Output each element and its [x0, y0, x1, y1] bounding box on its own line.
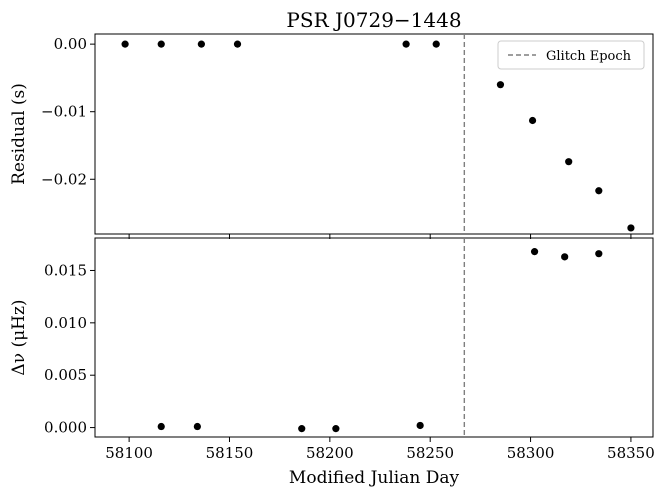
data-point: [565, 158, 573, 166]
data-point: [595, 187, 603, 195]
x-tick-label: 58150: [206, 444, 254, 462]
y-tick-label: 0.005: [44, 366, 87, 384]
y-axis-label: Residual (s): [9, 83, 29, 185]
y-axis-label: Δν (μHz): [9, 299, 29, 375]
data-point: [197, 40, 205, 48]
y-tick-label: 0.000: [44, 419, 87, 437]
data-point: [627, 224, 635, 232]
plot-area-2: [94, 237, 654, 438]
data-point: [332, 425, 340, 433]
y-tick-label: 0.00: [54, 35, 87, 53]
data-point: [157, 40, 165, 48]
data-point: [233, 40, 242, 48]
chart-title: PSR J0729−1448: [286, 8, 461, 32]
y-tick-label: 0.010: [44, 314, 87, 332]
data-point: [193, 422, 201, 431]
data-point: [595, 250, 603, 258]
y-tick-label: 0.015: [44, 261, 87, 279]
x-axis-label: Modified Julian Day: [289, 468, 460, 487]
y-tick-label: −0.01: [41, 103, 87, 121]
x-tick-label: 58250: [406, 444, 454, 462]
y-tick-label: −0.02: [41, 170, 87, 188]
x-tick-label: 58100: [105, 444, 153, 462]
data-point: [402, 40, 410, 48]
data-point: [416, 421, 424, 430]
x-tick-label: 58200: [306, 444, 354, 462]
data-point: [298, 425, 306, 433]
data-point: [121, 40, 129, 48]
legend-box: [497, 40, 645, 70]
data-point: [432, 40, 440, 48]
x-tick-label: 58300: [507, 444, 555, 462]
plot-area-1: [94, 33, 654, 235]
data-point: [561, 253, 569, 261]
data-point: [530, 248, 539, 256]
data-point: [496, 81, 505, 89]
data-point: [528, 116, 537, 125]
legend-label: Glitch Epoch: [546, 49, 632, 64]
x-tick-label: 58350: [607, 444, 654, 462]
data-point: [157, 422, 165, 431]
